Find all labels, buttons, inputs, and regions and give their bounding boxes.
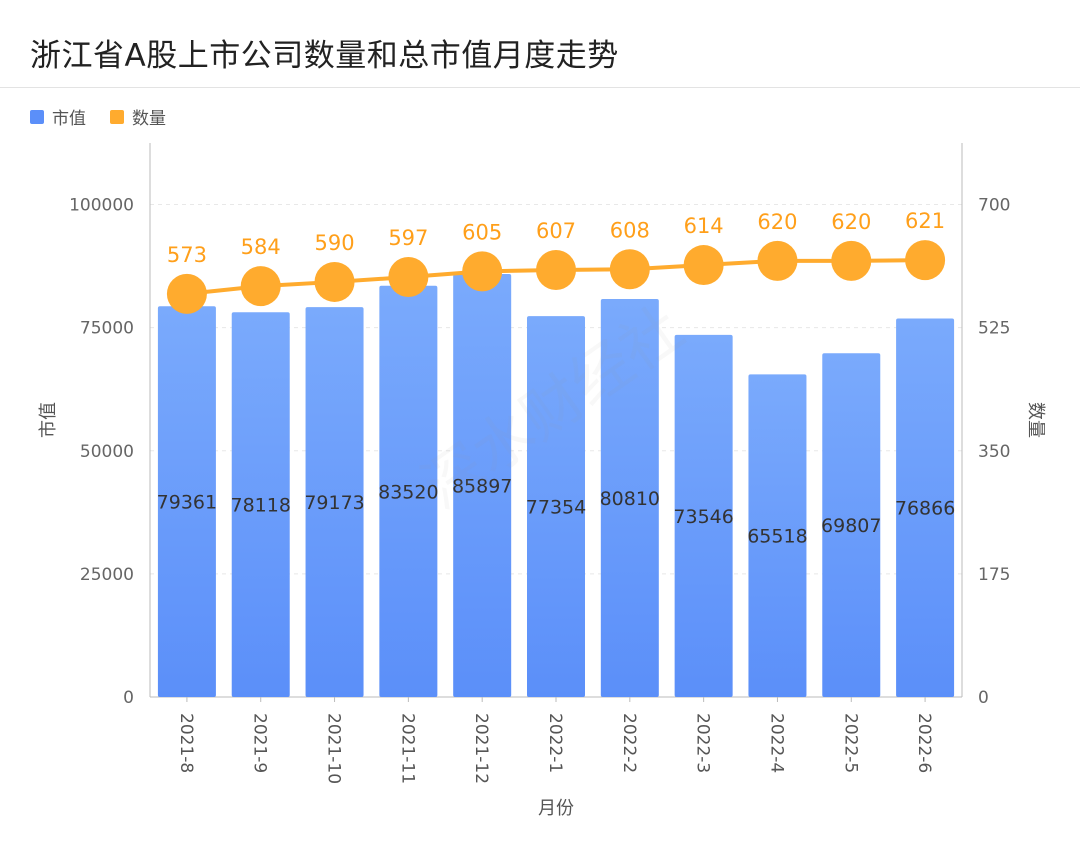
bar-value-label: 79361 bbox=[157, 492, 217, 514]
count-value-label: 605 bbox=[462, 220, 502, 244]
bar bbox=[527, 316, 585, 697]
count-value-label: 621 bbox=[905, 209, 945, 233]
legend-swatch-market-value bbox=[30, 109, 44, 124]
count-point bbox=[462, 251, 503, 292]
y2-tick-label: 175 bbox=[978, 565, 1010, 585]
count-value-label: 608 bbox=[610, 218, 650, 242]
bar bbox=[379, 285, 438, 697]
bar-value-label: 76866 bbox=[895, 498, 955, 520]
bar bbox=[600, 299, 659, 697]
x-tick-label: 2022-2 bbox=[619, 713, 639, 773]
bar-value-label: 83520 bbox=[378, 481, 438, 503]
bar bbox=[822, 353, 881, 697]
data-labels: 79361 78118 79173 83520 85897 77354 80810 73546… bbox=[157, 209, 956, 548]
chart-title: 浙江省A股上市公司数量和总市值月度走势 bbox=[30, 38, 619, 74]
bar-value-label: 73546 bbox=[673, 506, 733, 528]
x-tick-label: 2022-4 bbox=[766, 713, 786, 773]
y-axis-title: 市值 bbox=[38, 402, 59, 438]
x-tick-label: 2022-1 bbox=[545, 713, 565, 773]
count-value-label: 597 bbox=[388, 226, 428, 250]
bar-value-label: 77354 bbox=[526, 497, 586, 519]
bar bbox=[305, 307, 364, 697]
legend-swatch-count bbox=[110, 109, 124, 124]
count-point bbox=[240, 266, 281, 307]
x-tick-label: 2022-6 bbox=[914, 713, 934, 773]
x-tick-label: 2021-8 bbox=[176, 713, 196, 773]
y-tick-label: 75000 bbox=[80, 319, 134, 339]
legend: 市值 数量 bbox=[30, 104, 190, 129]
y2-tick-label: 350 bbox=[978, 442, 1010, 462]
count-value-label: 590 bbox=[314, 231, 354, 255]
bar bbox=[896, 318, 955, 697]
count-point bbox=[609, 249, 650, 290]
bar bbox=[748, 374, 807, 697]
bar-value-label: 79173 bbox=[304, 492, 364, 514]
count-value-label: 573 bbox=[167, 243, 207, 267]
x-tick-label: 2021-11 bbox=[397, 713, 417, 784]
bar-value-label: 65518 bbox=[747, 526, 807, 548]
bar-value-label: 78118 bbox=[231, 495, 291, 517]
y-tick-label: 25000 bbox=[80, 565, 134, 585]
count-point bbox=[536, 249, 576, 290]
x-tick-label: 2022-5 bbox=[840, 713, 860, 773]
count-point bbox=[683, 245, 724, 286]
bar-value-label: 69807 bbox=[821, 515, 881, 537]
x-tick-label: 2022-3 bbox=[693, 713, 713, 773]
bar bbox=[157, 306, 216, 697]
x-axis-title: 月份 bbox=[538, 798, 574, 819]
count-point bbox=[166, 273, 207, 314]
count-value-label: 584 bbox=[241, 235, 281, 259]
count-point bbox=[757, 240, 798, 281]
title-divider bbox=[0, 87, 1080, 88]
legend-item-market-value[interactable]: 市值 bbox=[30, 104, 86, 129]
y2-axis-title: 数量 bbox=[1025, 402, 1046, 438]
x-tick-label: 2021-10 bbox=[324, 713, 344, 784]
y2-tick-label: 0 bbox=[978, 688, 989, 708]
count-point bbox=[314, 261, 355, 302]
y-tick-label: 50000 bbox=[80, 442, 134, 462]
line-series bbox=[166, 240, 946, 314]
axes: 0 25000 50000 75000 100000 0 175 350 525 700 市值 数量月… bbox=[38, 143, 1046, 819]
bar-value-label: 85897 bbox=[452, 476, 512, 498]
count-value-label: 614 bbox=[684, 214, 724, 238]
bar-value-label: 80810 bbox=[600, 488, 660, 510]
bar bbox=[674, 334, 733, 697]
count-value-label: 620 bbox=[757, 210, 797, 234]
y-tick-label: 100000 bbox=[69, 196, 134, 216]
x-tick-label: 2021-12 bbox=[471, 713, 491, 784]
y2-tick-label: 525 bbox=[978, 319, 1010, 339]
y2-tick-label: 700 bbox=[978, 196, 1010, 216]
y-tick-label: 0 bbox=[123, 688, 134, 708]
count-point bbox=[388, 257, 429, 298]
count-value-label: 607 bbox=[536, 219, 576, 243]
count-value-label: 620 bbox=[831, 210, 871, 234]
count-point bbox=[905, 240, 946, 281]
legend-label-count: 数量 bbox=[132, 109, 166, 129]
bar-series bbox=[157, 274, 955, 697]
x-tick-label: 2021-9 bbox=[250, 713, 270, 773]
legend-item-count[interactable]: 数量 bbox=[110, 104, 166, 129]
bar bbox=[231, 312, 290, 697]
legend-label-market-value: 市值 bbox=[52, 109, 86, 129]
count-point bbox=[831, 240, 872, 281]
bar bbox=[453, 274, 512, 697]
